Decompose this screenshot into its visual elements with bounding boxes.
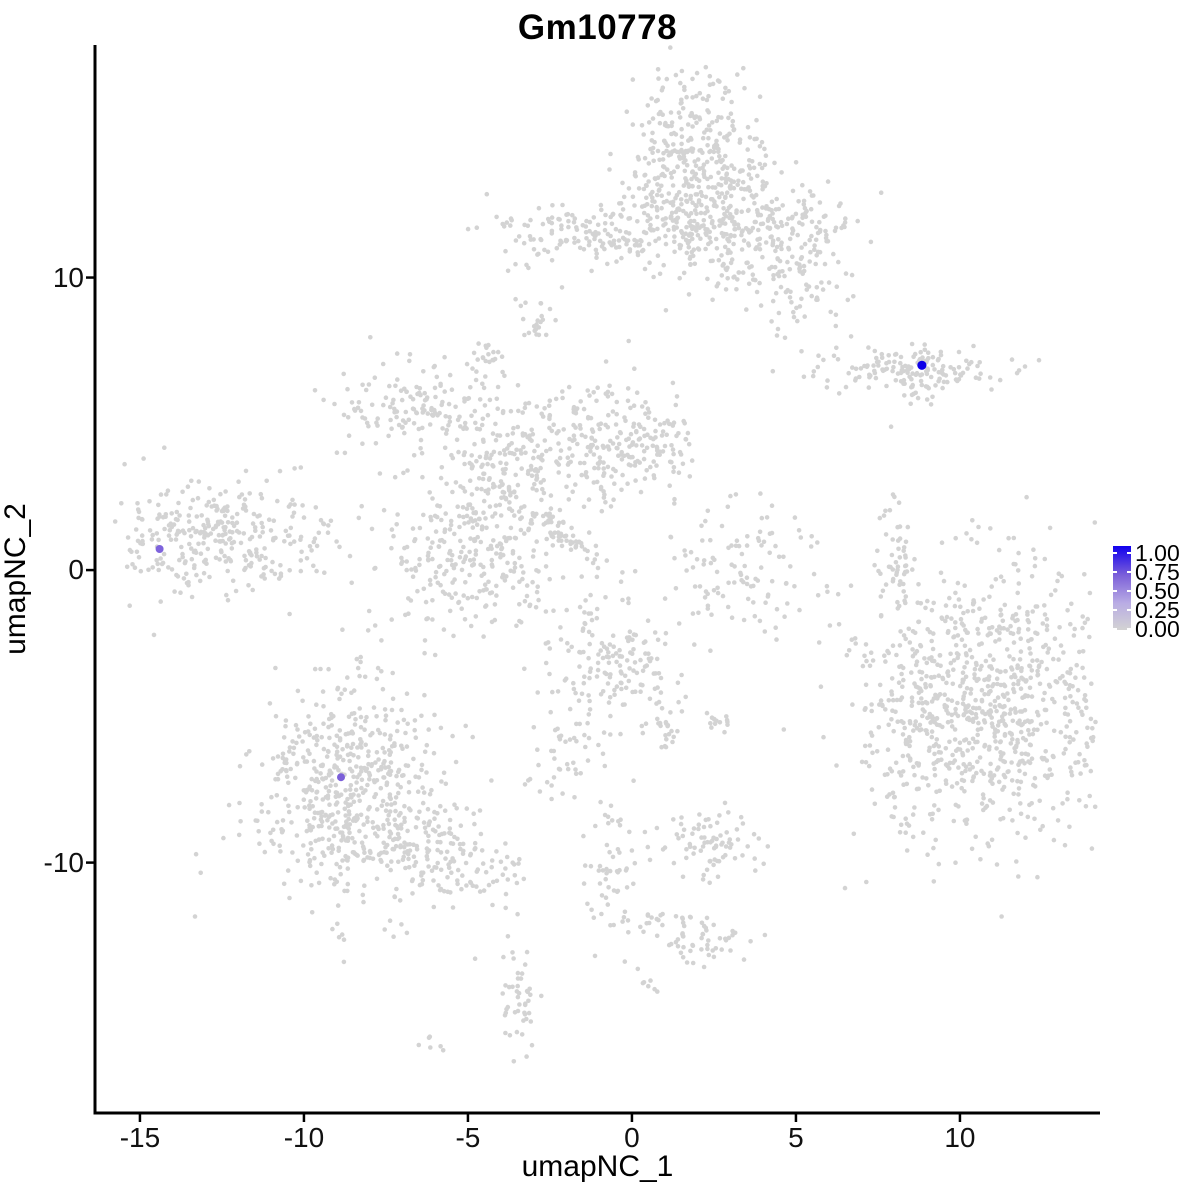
- legend-tick-mark: [1127, 609, 1131, 611]
- axes-layer: [86, 45, 1100, 1122]
- legend-tick-label: 0.50: [1135, 578, 1180, 604]
- x-tick-label: -15: [119, 1122, 161, 1153]
- plot-title: Gm10778: [517, 8, 678, 47]
- y-tick-label: 0: [68, 554, 84, 586]
- legend-tick-mark: [1113, 590, 1117, 592]
- legend-tick-label: 0.75: [1135, 559, 1180, 585]
- expressing-cell: [337, 773, 345, 782]
- legend-tick-mark: [1113, 609, 1117, 611]
- highlighted-cells-layer: [155, 360, 927, 782]
- x-tick-label: 0: [624, 1122, 640, 1153]
- expression-legend: 1.00 0.75 0.50 0.25 0.00: [1113, 540, 1200, 642]
- legend-tick-mark: [1113, 552, 1117, 554]
- y-tick-label: 10: [52, 261, 84, 293]
- x-tick-label: 10: [944, 1122, 976, 1153]
- legend-tick-mark: [1113, 628, 1117, 630]
- legend-tick-mark: [1127, 552, 1131, 554]
- x-tick-label: 5: [788, 1122, 804, 1153]
- legend-tick-mark: [1113, 571, 1117, 573]
- legend-tick-label: 0.25: [1135, 597, 1180, 623]
- expressing-cell: [155, 545, 164, 553]
- legend-tick-mark: [1127, 590, 1131, 592]
- x-tick-label: -5: [455, 1122, 481, 1153]
- x-tick-label: -10: [283, 1122, 325, 1153]
- points-layer: [112, 45, 1098, 1064]
- y-tick-label: -10: [43, 846, 84, 878]
- legend-tick-label: 1.00: [1135, 540, 1180, 566]
- x-axis-title: umapNC_1: [521, 1150, 674, 1183]
- legend-tick-mark: [1127, 571, 1131, 573]
- expressing-cell: [917, 360, 927, 370]
- legend-tick-mark: [1127, 628, 1131, 630]
- legend-tick-label: 0.00: [1135, 616, 1180, 642]
- legend-gradient-bar: [1113, 546, 1131, 630]
